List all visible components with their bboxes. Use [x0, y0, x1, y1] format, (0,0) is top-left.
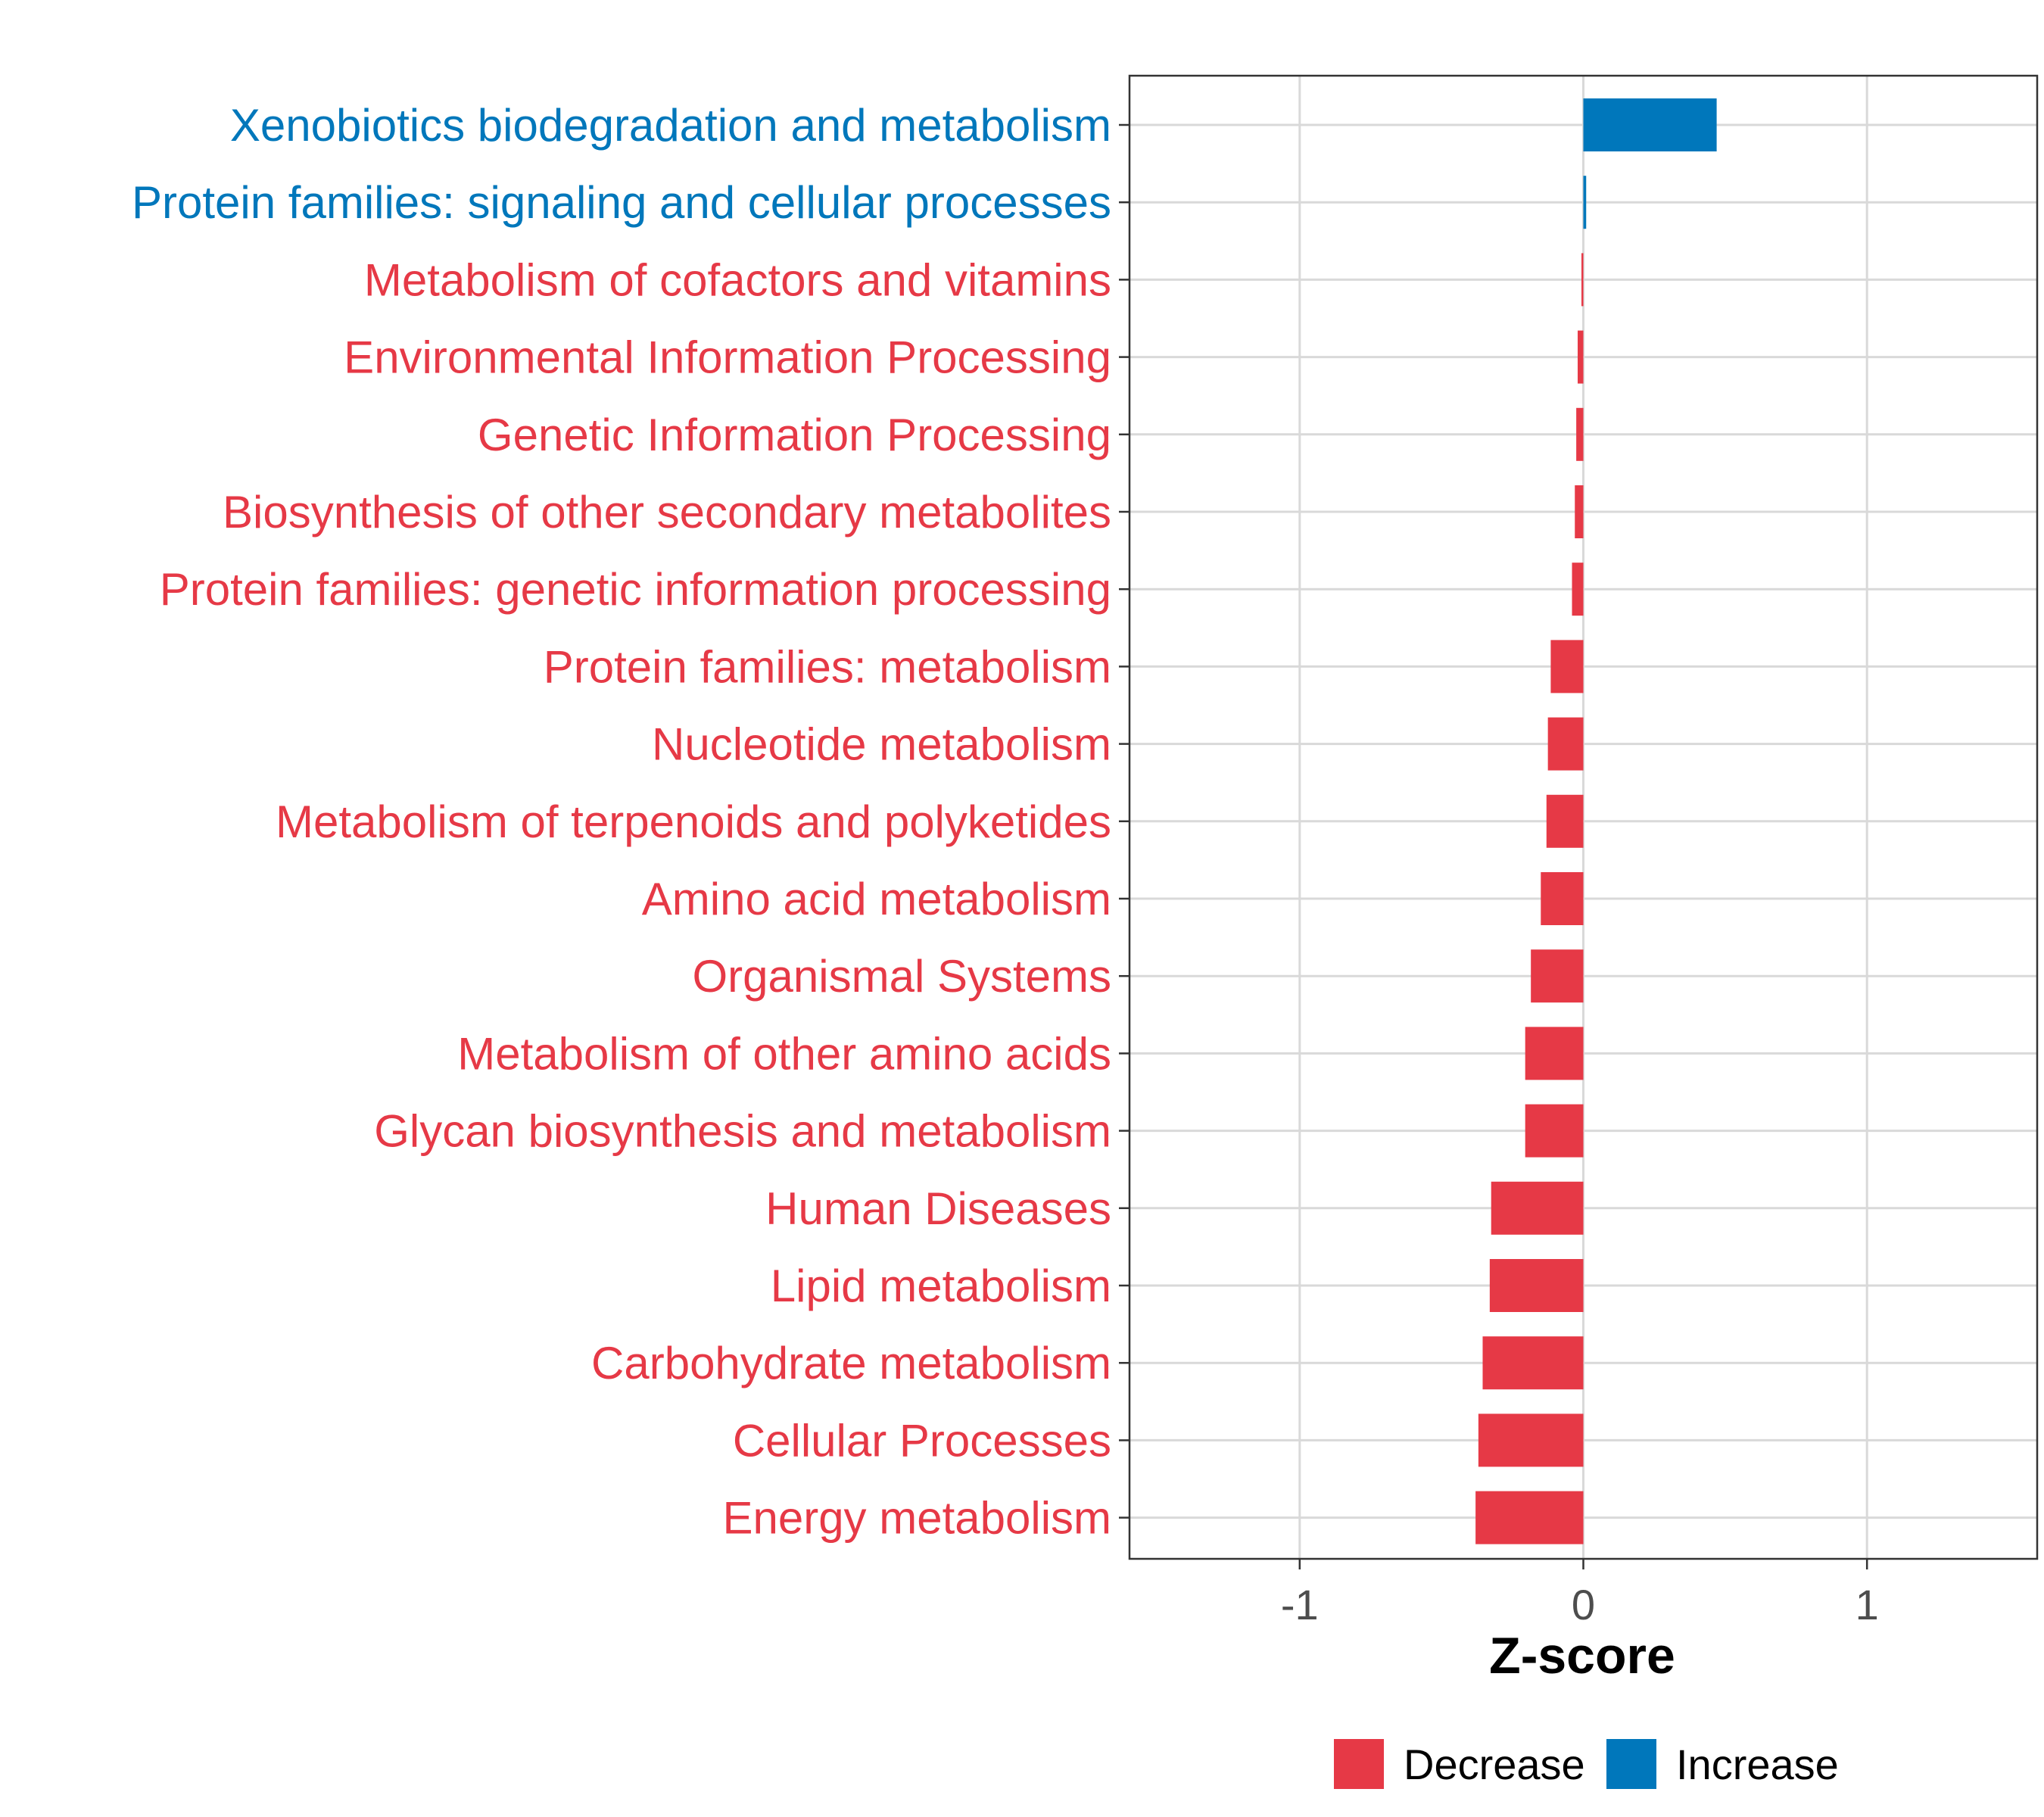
category-label: Protein families: metabolism: [544, 641, 1111, 692]
bar: [1489, 1259, 1584, 1312]
category-label: Protein families: signaling and cellular…: [132, 177, 1111, 228]
category-label: Protein families: genetic information pr…: [160, 564, 1111, 615]
bar: [1550, 640, 1584, 693]
bar: [1581, 253, 1584, 307]
category-label: Genetic Information Processing: [478, 410, 1111, 460]
bar: [1475, 1491, 1584, 1544]
bar: [1546, 794, 1584, 848]
axis-ticks: [1119, 123, 1868, 1569]
bar: [1531, 949, 1584, 1003]
category-label: Carbohydrate metabolism: [591, 1338, 1111, 1388]
bar: [1525, 1027, 1584, 1080]
bar: [1525, 1104, 1584, 1158]
legend-key-decrease: [1334, 1739, 1384, 1789]
bar: [1583, 98, 1717, 151]
legend-key-increase: [1606, 1739, 1656, 1789]
category-label: Metabolism of terpenoids and polyketides: [276, 796, 1111, 847]
category-label: Metabolism of other amino acids: [457, 1028, 1111, 1079]
category-labels: Xenobiotics biodegradation and metabolis…: [132, 100, 1111, 1544]
category-label: Human Diseases: [765, 1183, 1111, 1234]
bar: [1478, 1413, 1584, 1467]
x-tick-label: -1: [1281, 1581, 1319, 1628]
category-label: Cellular Processes: [733, 1415, 1111, 1466]
bar: [1572, 563, 1584, 616]
legend-label-increase: Increase: [1676, 1741, 1839, 1788]
category-label: Energy metabolism: [722, 1493, 1111, 1544]
category-label: Metabolism of cofactors and vitamins: [364, 254, 1111, 305]
x-tick-labels: -1 0 1: [1281, 1581, 1879, 1628]
bars: [1475, 98, 1717, 1544]
category-label: Xenobiotics biodegradation and metabolis…: [230, 100, 1111, 151]
bar: [1576, 407, 1584, 461]
category-label: Nucleotide metabolism: [652, 719, 1111, 770]
category-label: Lipid metabolism: [771, 1261, 1111, 1311]
legend: Decrease Increase: [1334, 1739, 1839, 1789]
x-axis-title: Z-score: [1489, 1627, 1675, 1685]
bar: [1583, 176, 1587, 229]
x-tick-label: 1: [1855, 1581, 1879, 1628]
bar: [1491, 1181, 1584, 1235]
category-label: Organismal Systems: [693, 951, 1111, 1002]
bar: [1482, 1336, 1584, 1390]
category-label: Glycan biosynthesis and metabolism: [374, 1106, 1111, 1157]
bar: [1541, 872, 1584, 925]
category-label: Environmental Information Processing: [344, 332, 1111, 383]
bar: [1575, 485, 1584, 538]
bar: [1547, 717, 1584, 771]
legend-label-decrease: Decrease: [1404, 1741, 1585, 1788]
category-label: Biosynthesis of other secondary metaboli…: [223, 487, 1111, 538]
x-tick-label: 0: [1572, 1581, 1595, 1628]
bar: [1578, 330, 1584, 384]
category-label: Amino acid metabolism: [642, 874, 1111, 924]
